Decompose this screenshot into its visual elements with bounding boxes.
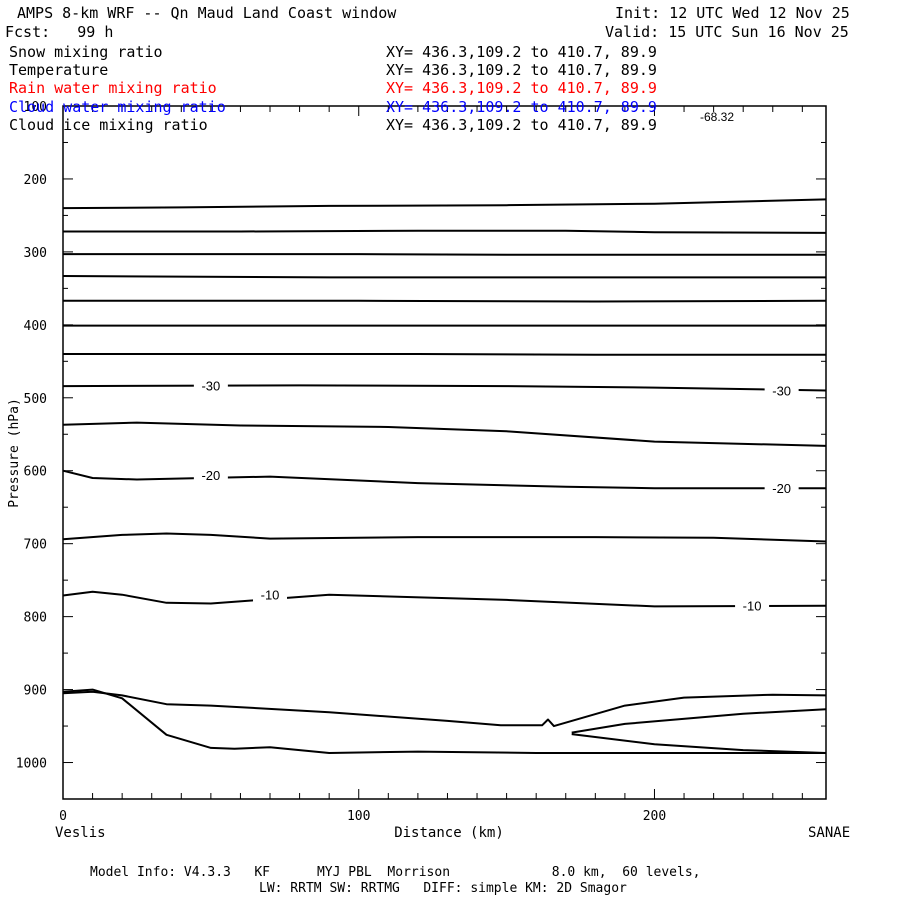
- contour-line: [62, 590, 827, 608]
- contour-line: [62, 421, 827, 447]
- contour-line: [63, 299, 827, 303]
- contour-line: [62, 469, 826, 490]
- x-left-endpoint-label: Veslis: [55, 825, 106, 841]
- x-axis-label: Distance (km): [394, 825, 504, 841]
- contour-labels: -30 -30 -20 -20 -10 -10: [193, 377, 799, 614]
- field-xy-cloud-water: XY= 436.3,109.2 to 410.7, 89.9: [386, 98, 657, 116]
- contour-line: [63, 229, 827, 234]
- y-tick-label: 900: [24, 684, 47, 699]
- y-axis-label: Pressure (hPa): [7, 398, 22, 508]
- contour-label: -10: [261, 588, 280, 603]
- contour-label: -20: [201, 468, 220, 483]
- model-info-line2: LW: RRTM SW: RRTMG DIFF: simple KM: 2D S…: [259, 881, 627, 896]
- field-name-rain: Rain water mixing ratio: [9, 79, 217, 97]
- contour-label: -10: [743, 599, 762, 614]
- plot-frame: [62, 105, 827, 800]
- x-right-endpoint-label: SANAE: [808, 825, 850, 841]
- contour-label-background: [193, 377, 228, 393]
- contour-line: [63, 353, 826, 356]
- contour-line: [62, 688, 826, 754]
- chart-title: AMPS 8-km WRF -- Qn Maud Land Coast wind…: [17, 4, 397, 22]
- y-tick-label: 700: [24, 538, 47, 553]
- contour-line: [571, 708, 827, 734]
- contour-line: [62, 198, 827, 210]
- contour-label-background: [253, 586, 288, 602]
- field-xy-cloud-ice: XY= 436.3,109.2 to 410.7, 89.9: [386, 116, 657, 134]
- contour-line: [63, 253, 826, 256]
- contour-line: [571, 733, 827, 754]
- max-value-annotation: -68.32: [700, 110, 734, 124]
- contour-label-background: [735, 597, 770, 613]
- contour-label: -20: [772, 481, 791, 496]
- field-name-cloud-water: Cloud water mixing ratio: [9, 98, 226, 116]
- tick-marks: 100 200 300 400 500 600 700 800 900 1000 0 100 200: [16, 100, 826, 824]
- y-tick-label: 100: [24, 100, 47, 115]
- contour-label-background: [764, 382, 799, 398]
- contour-label-background: [193, 467, 228, 483]
- field-name-temperature: Temperature: [9, 61, 109, 79]
- contour-line: [62, 275, 826, 279]
- y-tick-label: 600: [24, 465, 47, 480]
- valid-time: Valid: 15 UTC Sun 16 Nov 25: [605, 23, 849, 41]
- y-tick-label: 200: [24, 173, 47, 188]
- forecast-hour: Fcst: 99 h: [5, 23, 114, 41]
- x-tick-label: 200: [643, 809, 666, 824]
- contour-line: [62, 690, 827, 728]
- contour-line: [62, 384, 827, 392]
- y-tick-label: 300: [24, 246, 47, 261]
- contour-line: [62, 532, 827, 543]
- y-tick-label: 500: [24, 392, 47, 407]
- init-time: Init: 12 UTC Wed 12 Nov 25: [615, 4, 850, 22]
- contour-label-background: [764, 480, 799, 496]
- contour-label: -30: [772, 383, 791, 398]
- field-xy-snow: XY= 436.3,109.2 to 410.7, 89.9: [386, 43, 657, 61]
- field-name-cloud-ice: Cloud ice mixing ratio: [9, 116, 208, 134]
- contour-label: -30: [201, 378, 220, 393]
- y-tick-label: 1000: [16, 757, 47, 772]
- field-xy-rain: XY= 436.3,109.2 to 410.7, 89.9: [386, 79, 657, 97]
- x-tick-label: 100: [347, 809, 370, 824]
- model-info-line1: Model Info: V4.3.3 KF MYJ PBL Morrison 8…: [90, 865, 701, 880]
- contour-lines: [62, 198, 827, 754]
- y-tick-label: 400: [24, 319, 47, 334]
- field-xy-temperature: XY= 436.3,109.2 to 410.7, 89.9: [386, 61, 657, 79]
- x-tick-label: 0: [59, 809, 67, 824]
- field-name-snow: Snow mixing ratio: [9, 43, 163, 61]
- y-tick-label: 800: [24, 611, 47, 626]
